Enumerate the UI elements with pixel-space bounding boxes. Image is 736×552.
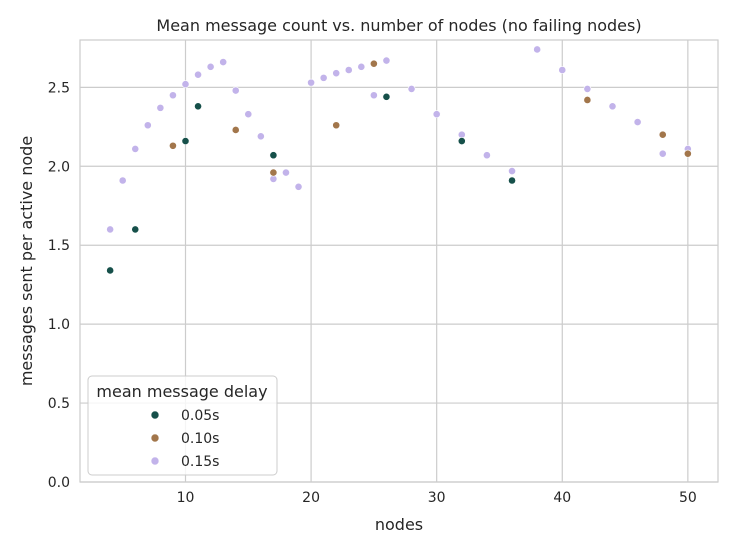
y-tick-label: 0.0 xyxy=(48,475,70,491)
data-point-0.10s xyxy=(269,168,278,177)
legend-title: mean message delay xyxy=(96,382,267,401)
data-point-0.15s xyxy=(156,103,165,112)
data-point-0.05s xyxy=(106,266,115,275)
data-point-0.15s xyxy=(407,85,416,93)
data-point-0.15s xyxy=(382,56,391,65)
y-tick-labels: 0.0 0.5 1.0 1.5 2.0 2.5 xyxy=(48,80,70,491)
legend-marker-0.10s xyxy=(150,433,160,443)
data-point-0.10s xyxy=(658,130,667,139)
x-tick-label: 20 xyxy=(302,490,320,506)
legend-box xyxy=(87,375,278,476)
data-point-0.15s xyxy=(169,91,177,100)
data-point-0.10s xyxy=(332,121,341,130)
data-point-0.15s xyxy=(344,66,353,74)
data-point-0.15s xyxy=(219,58,228,66)
data-point-0.15s xyxy=(244,110,253,119)
data-point-0.15s xyxy=(256,132,265,141)
data-point-0.15s xyxy=(369,91,378,100)
data-point-0.10s xyxy=(583,96,592,104)
data-point-0.10s xyxy=(369,59,378,68)
data-point-0.15s xyxy=(558,66,567,74)
legend-marker-0.05s xyxy=(150,410,160,420)
data-point-0.10s xyxy=(169,141,177,150)
data-point-0.05s xyxy=(508,176,516,185)
y-tick-label: 2.0 xyxy=(48,159,70,175)
data-points xyxy=(106,45,692,275)
data-point-0.05s xyxy=(269,151,278,160)
y-axis-label: messages sent per active node xyxy=(17,136,36,386)
y-tick-label: 1.5 xyxy=(48,238,70,254)
data-point-0.15s xyxy=(432,110,441,119)
chart-title: Mean message count vs. number of nodes (… xyxy=(156,16,641,35)
data-point-0.15s xyxy=(533,45,542,54)
data-point-0.15s xyxy=(319,73,328,82)
data-point-0.15s xyxy=(508,167,516,175)
data-point-0.05s xyxy=(382,92,391,101)
data-point-0.15s xyxy=(181,80,190,89)
data-point-0.15s xyxy=(106,225,115,234)
data-point-0.05s xyxy=(181,137,190,145)
legend-label-0.05s: 0.05s xyxy=(181,408,219,424)
x-tick-label: 30 xyxy=(428,490,446,506)
x-tick-label: 50 xyxy=(679,490,697,506)
data-point-0.15s xyxy=(143,121,152,130)
y-tick-label: 2.5 xyxy=(48,80,70,96)
y-tick-label: 1.0 xyxy=(48,317,70,333)
data-point-0.15s xyxy=(658,149,667,158)
legend-label-0.10s: 0.10s xyxy=(181,431,219,447)
y-tick-label: 0.5 xyxy=(48,396,70,412)
data-point-0.15s xyxy=(483,151,491,160)
data-point-0.10s xyxy=(683,149,692,158)
legend: mean message delay 0.05s 0.10s 0.15s xyxy=(87,375,278,476)
data-point-0.15s xyxy=(357,62,366,71)
data-point-0.15s xyxy=(131,145,140,153)
data-point-0.15s xyxy=(194,70,202,79)
data-point-0.15s xyxy=(294,182,303,191)
x-tick-labels: 10 20 30 40 50 xyxy=(177,490,697,506)
x-axis-label: nodes xyxy=(375,515,423,534)
data-point-0.15s xyxy=(206,62,215,71)
data-point-0.10s xyxy=(231,126,240,134)
data-point-0.15s xyxy=(633,118,642,126)
data-point-0.05s xyxy=(194,102,202,111)
data-point-0.05s xyxy=(457,137,466,145)
data-point-0.15s xyxy=(231,86,240,95)
data-point-0.15s xyxy=(282,168,290,177)
x-tick-label: 40 xyxy=(553,490,571,506)
data-point-0.15s xyxy=(583,85,592,93)
data-point-0.15s xyxy=(332,69,341,78)
legend-label-0.15s: 0.15s xyxy=(181,454,219,470)
data-point-0.15s xyxy=(307,78,315,87)
data-point-0.15s xyxy=(608,102,617,111)
data-point-0.05s xyxy=(131,225,140,234)
legend-marker-0.15s xyxy=(150,456,160,466)
x-tick-label: 10 xyxy=(177,490,195,506)
data-point-0.15s xyxy=(118,176,127,185)
